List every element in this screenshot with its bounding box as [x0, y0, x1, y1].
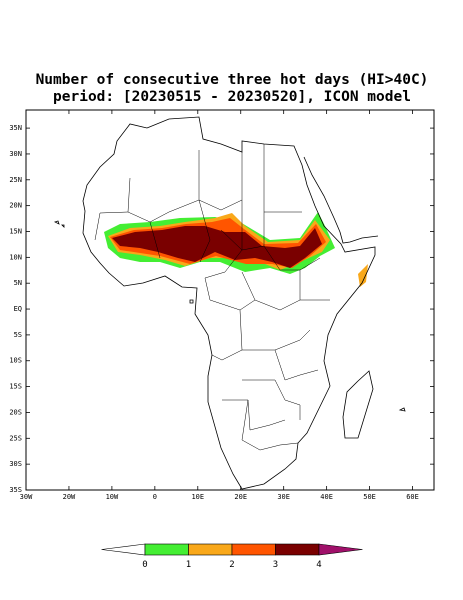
- lat-tick-label: 10S: [9, 357, 22, 365]
- lat-tick-label: 20N: [9, 202, 22, 210]
- lat-tick-label: 5S: [14, 331, 22, 339]
- coastlines: [53, 116, 406, 490]
- lon-tick-label: 20W: [63, 493, 76, 501]
- lat-tick-label: 30N: [9, 150, 22, 158]
- lon-tick-label: 30W: [20, 493, 33, 501]
- colorbar-label: 0: [142, 560, 147, 570]
- lat-tick-label: 15S: [9, 383, 22, 391]
- lat-tick-label: 35S: [9, 486, 22, 494]
- madagascar: [342, 370, 374, 439]
- arabia-coast: [303, 156, 379, 244]
- lat-tick-label: 10N: [9, 253, 22, 261]
- lon-tick-label: 0: [153, 493, 157, 501]
- colorbar-high-end: [318, 543, 363, 556]
- lat-tick-label: EQ: [14, 305, 22, 313]
- lon-tick-label: 10E: [191, 493, 204, 501]
- colorbar-label: 3: [273, 560, 278, 570]
- title: Number of consecutive three hot days (HI…: [36, 72, 429, 88]
- map-frame: [25, 109, 435, 491]
- lat-tick-label: 20S: [9, 408, 22, 416]
- border: [94, 144, 330, 451]
- region-level-3-4: [112, 226, 322, 268]
- lon-tick-label: 50E: [363, 493, 376, 501]
- lat-tick-label: 15N: [9, 227, 22, 235]
- lon-tick-label: 10W: [106, 493, 119, 501]
- lon-tick-label: 30E: [277, 493, 290, 501]
- subtitle: period: [20230515 - 20230520], ICON mode…: [53, 89, 411, 105]
- lat-tick-label: 25S: [9, 434, 22, 442]
- africa-coast: [82, 116, 376, 490]
- lat-tick-label: 35N: [9, 124, 22, 132]
- lon-tick-label: 60E: [406, 493, 419, 501]
- country-borders: [94, 144, 330, 451]
- lat-tick-label: 30S: [9, 460, 22, 468]
- colorbar-box: [144, 543, 189, 556]
- lat-tick-label: 5N: [14, 279, 22, 287]
- colorbar: 0 1 2 3 4: [101, 543, 363, 570]
- lon-tick-label: 40E: [320, 493, 333, 501]
- colorbar-box: [231, 543, 276, 556]
- colorbar-label: 1: [186, 560, 191, 570]
- lon-tick-label: 20E: [234, 493, 247, 501]
- hot-days-field: [104, 212, 368, 287]
- colorbar-box: [188, 543, 233, 556]
- colorbar-label: 2: [229, 560, 234, 570]
- colorbar-label: 4: [316, 560, 321, 570]
- colorbar-box: [275, 543, 320, 556]
- islands: [53, 220, 406, 412]
- lat-tick-label: 25N: [9, 176, 22, 184]
